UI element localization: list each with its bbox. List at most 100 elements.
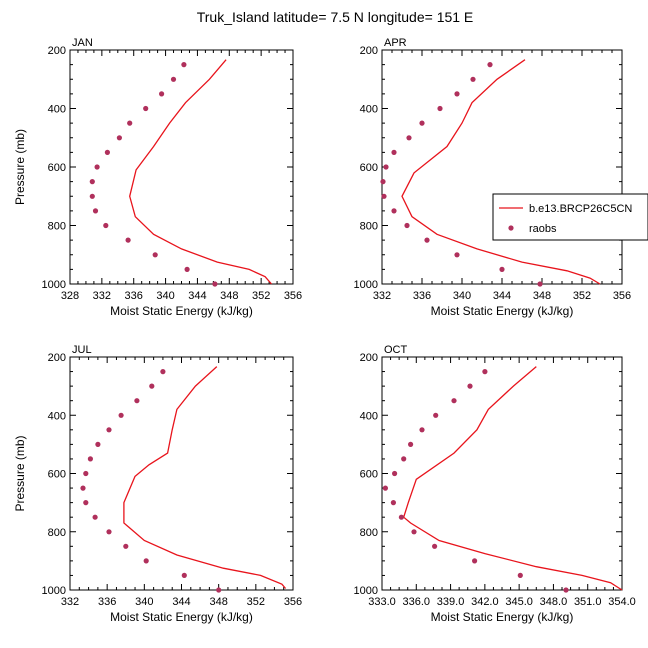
x-axis-label: Moist Static Energy (kJ/kg)	[431, 610, 574, 624]
panel-jan: JAN 328 332 336 340 344 348 352 356 200 400 600 800 1…	[13, 37, 302, 318]
x-tick-label: 348	[533, 290, 551, 302]
x-tick-label: 356	[284, 596, 302, 608]
y-tick-label: 200	[360, 45, 378, 57]
raobs-point	[451, 398, 457, 404]
y-axis-label: Pressure (mb)	[13, 435, 27, 511]
raobs-point	[125, 237, 131, 243]
raobs-point	[517, 572, 523, 579]
raobs-point	[381, 193, 387, 199]
raobs-point	[401, 456, 407, 462]
raobs-point	[152, 252, 158, 258]
y-tick-label: 1000	[42, 279, 66, 291]
legend-obs-label: raobs	[529, 223, 557, 235]
raobs-point	[159, 91, 165, 97]
raobs-point	[537, 281, 543, 287]
x-tick-label: 351.0	[574, 596, 602, 608]
raobs-point	[83, 500, 89, 506]
x-tick-label: 340	[135, 596, 153, 608]
raobs-point	[380, 179, 386, 185]
raobs-point	[424, 237, 430, 243]
raobs-point	[398, 514, 404, 520]
x-tick-label: 342.0	[471, 596, 499, 608]
raobs-point	[160, 369, 166, 375]
raobs-point	[487, 62, 493, 68]
raobs-point	[391, 149, 397, 155]
x-tick-label: 339.0	[437, 596, 465, 608]
raobs-point	[181, 572, 187, 579]
x-tick-label: 354.0	[608, 596, 636, 608]
x-tick-label: 356	[613, 290, 631, 302]
y-tick-label: 400	[360, 104, 378, 116]
y-tick-label: 800	[48, 221, 66, 233]
raobs-point	[212, 281, 218, 287]
y-tick-label: 800	[360, 221, 378, 233]
raobs-point	[89, 179, 95, 185]
raobs-point	[563, 587, 569, 593]
raobs-point	[482, 369, 488, 375]
legend-dot-swatch	[508, 225, 514, 231]
raobs-point	[143, 105, 149, 112]
panel-oct: OCT 333.0 336.0 339.0 342.0 345.0 348.0 351.0 35…	[354, 344, 636, 624]
raobs-point	[92, 208, 99, 214]
x-tick-label: 348	[209, 596, 227, 608]
legend: b.e13.BRCP26C5CN raobs	[492, 193, 648, 241]
model-profile-line	[123, 366, 287, 589]
panel-label: JAN	[72, 37, 93, 49]
x-tick-label: 340	[156, 290, 174, 302]
raobs-point	[143, 558, 149, 564]
y-tick-label: 600	[360, 469, 378, 481]
raobs-point	[382, 485, 388, 491]
raobs-point	[433, 412, 439, 418]
raobs-point	[127, 120, 133, 126]
raobs-point	[383, 164, 389, 170]
raobs-point	[404, 222, 410, 229]
raobs-point	[419, 427, 425, 433]
x-axis-label: Moist Static Energy (kJ/kg)	[110, 304, 253, 318]
x-tick-label: 348	[220, 290, 238, 302]
x-tick-label: 340	[453, 290, 471, 302]
x-tick-label: 352	[247, 596, 265, 608]
y-axis-label: Pressure (mb)	[13, 129, 27, 205]
raobs-point	[92, 514, 98, 520]
raobs-point	[411, 529, 417, 535]
panel-label: OCT	[384, 344, 408, 356]
raobs-point	[391, 208, 397, 214]
raobs-point	[80, 485, 86, 491]
raobs-point	[392, 470, 398, 477]
raobs-point	[406, 135, 412, 141]
raobs-point	[87, 456, 93, 462]
panel-label: APR	[384, 37, 407, 49]
x-tick-label: 352	[252, 290, 270, 302]
x-tick-label: 344	[493, 290, 511, 302]
y-tick-label: 600	[48, 469, 66, 481]
legend-model-label: b.e13.BRCP26C5CN	[529, 203, 632, 215]
raobs-point	[83, 470, 89, 477]
y-tick-label: 600	[360, 162, 378, 174]
panel-label: JUL	[72, 344, 92, 356]
y-tick-label: 400	[360, 410, 378, 422]
raobs-point	[454, 252, 460, 258]
y-tick-label: 200	[360, 352, 378, 364]
raobs-point	[437, 105, 443, 112]
x-tick-label: 348.0	[540, 596, 568, 608]
x-tick-label: 344	[172, 596, 190, 608]
x-tick-label: 345.0	[505, 596, 533, 608]
raobs-point	[123, 543, 129, 549]
raobs-point	[104, 149, 110, 155]
x-tick-label: 336	[413, 290, 431, 302]
model-profile-line	[129, 59, 272, 285]
legend-box	[492, 193, 648, 241]
x-tick-label: 344	[188, 290, 206, 302]
figure-title: Truk_Island latitude= 7.5 N longitude= 1…	[197, 9, 474, 25]
raobs-point	[181, 62, 187, 68]
x-tick-label: 332	[61, 596, 79, 608]
y-tick-label: 1000	[354, 585, 378, 597]
raobs-point	[89, 193, 95, 199]
y-tick-label: 1000	[42, 585, 66, 597]
raobs-point	[216, 587, 222, 593]
raobs-point	[499, 266, 505, 272]
raobs-point	[106, 529, 112, 535]
raobs-point	[390, 500, 396, 506]
x-tick-label: 328	[61, 290, 79, 302]
